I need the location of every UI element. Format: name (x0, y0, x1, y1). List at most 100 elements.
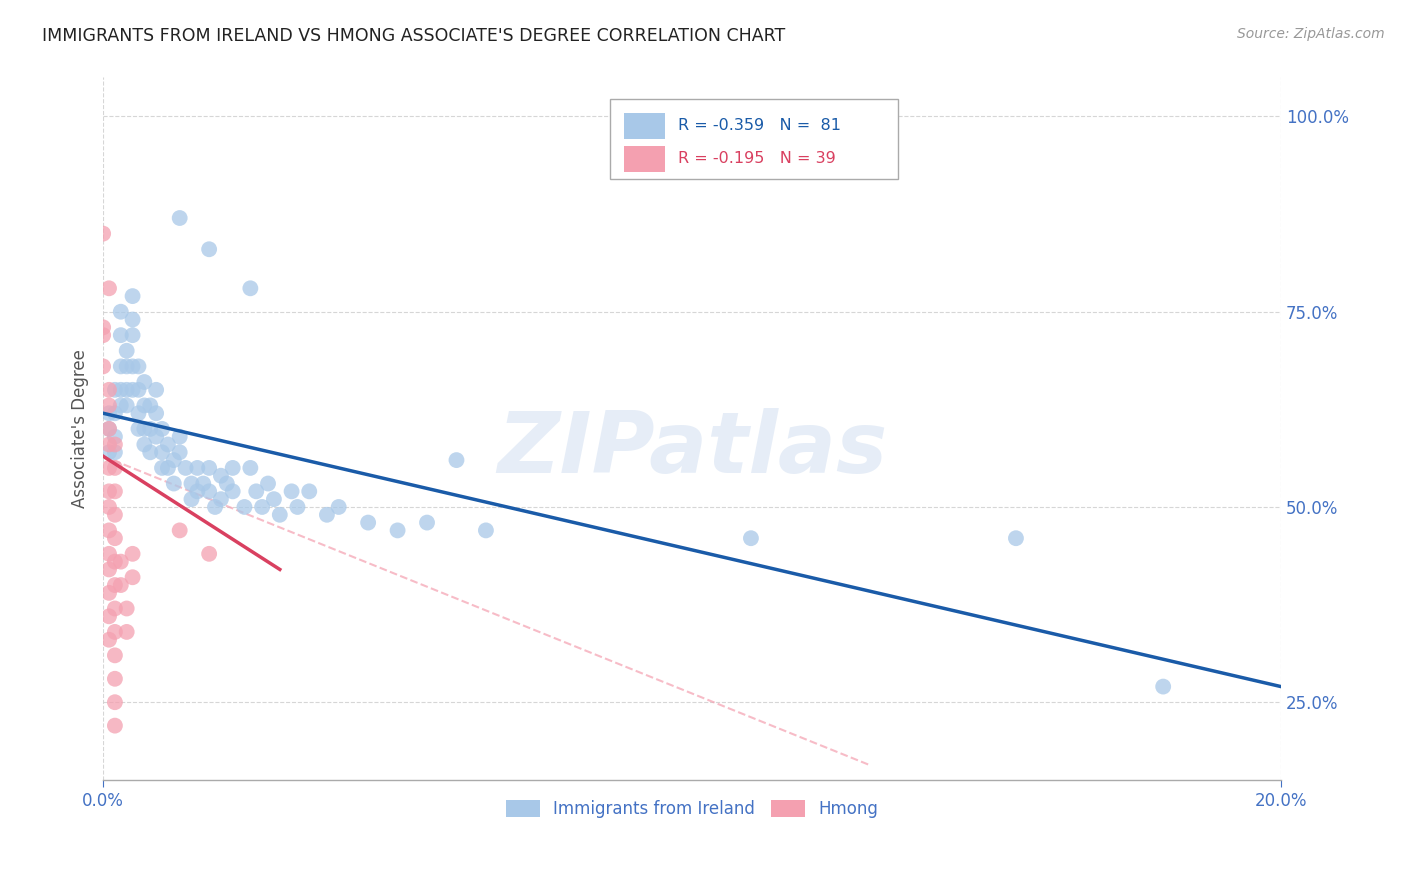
Point (127, 359, 149, 374)
Point (98, 422, 121, 436)
Point (104, 508, 127, 522)
Point (98, 609, 121, 624)
Point (110, 359, 132, 374)
Point (121, 289, 143, 303)
Point (104, 718, 127, 732)
Point (257, 476, 280, 491)
Point (104, 672, 127, 686)
Point (98, 281, 121, 295)
Point (169, 430, 191, 444)
Point (98, 399, 121, 413)
Point (110, 328, 132, 343)
FancyBboxPatch shape (624, 145, 665, 172)
Point (104, 484, 127, 499)
Point (98, 406, 121, 420)
Point (150, 422, 173, 436)
Point (1152, 680, 1174, 694)
Point (98, 586, 121, 600)
Point (134, 437, 156, 451)
Point (91, 227, 114, 241)
Point (169, 211, 191, 225)
Point (104, 531, 127, 545)
Point (104, 430, 127, 444)
Point (298, 484, 321, 499)
Point (98, 500, 121, 514)
Point (156, 461, 179, 475)
Point (269, 508, 291, 522)
Point (357, 516, 380, 530)
Point (98, 562, 121, 576)
Point (110, 304, 132, 318)
Point (104, 648, 127, 663)
Text: R = -0.359   N =  81: R = -0.359 N = 81 (678, 119, 841, 134)
Point (239, 281, 262, 295)
Point (98, 547, 121, 561)
Point (98, 422, 121, 436)
Point (150, 461, 173, 475)
Point (139, 445, 162, 459)
Point (416, 516, 439, 530)
Point (198, 242, 221, 256)
Point (233, 500, 256, 514)
Point (127, 422, 149, 436)
Point (156, 437, 179, 451)
Point (110, 399, 132, 413)
Point (287, 500, 309, 514)
Point (475, 524, 498, 538)
Point (127, 406, 149, 420)
Point (134, 399, 156, 413)
Y-axis label: Associate's Degree: Associate's Degree (72, 350, 89, 508)
Point (250, 500, 273, 514)
Point (98, 632, 121, 647)
Point (198, 547, 221, 561)
Legend: Immigrants from Ireland, Hmong: Immigrants from Ireland, Hmong (499, 793, 884, 825)
Point (115, 343, 138, 358)
Point (150, 445, 173, 459)
Point (245, 484, 267, 499)
Point (104, 461, 127, 475)
Point (98, 383, 121, 397)
Point (121, 570, 143, 584)
Point (263, 492, 285, 507)
Point (198, 484, 221, 499)
Point (121, 547, 143, 561)
Point (121, 328, 143, 343)
Point (110, 555, 132, 569)
Point (98, 484, 121, 499)
Point (115, 399, 138, 413)
Point (221, 484, 243, 499)
Point (91, 359, 114, 374)
Point (104, 695, 127, 709)
Point (209, 492, 232, 507)
Point (163, 453, 186, 467)
Text: R = -0.195   N = 39: R = -0.195 N = 39 (678, 152, 835, 167)
Point (209, 468, 232, 483)
Point (121, 383, 143, 397)
Point (163, 476, 186, 491)
Point (115, 383, 138, 397)
Point (98, 524, 121, 538)
Point (121, 359, 143, 374)
Point (91, 328, 114, 343)
Point (98, 437, 121, 451)
Point (387, 524, 409, 538)
Text: ZIPatlas: ZIPatlas (496, 409, 887, 491)
Point (145, 383, 167, 397)
Point (145, 406, 167, 420)
Point (186, 461, 208, 475)
Point (186, 484, 208, 499)
Point (104, 578, 127, 592)
Point (180, 476, 202, 491)
Point (110, 383, 132, 397)
Point (193, 476, 215, 491)
Point (134, 422, 156, 436)
Point (115, 359, 138, 374)
Point (110, 578, 132, 592)
Point (221, 461, 243, 475)
Point (115, 624, 138, 639)
Point (104, 437, 127, 451)
Point (198, 461, 221, 475)
Point (139, 422, 162, 436)
Point (180, 492, 202, 507)
Point (121, 312, 143, 326)
